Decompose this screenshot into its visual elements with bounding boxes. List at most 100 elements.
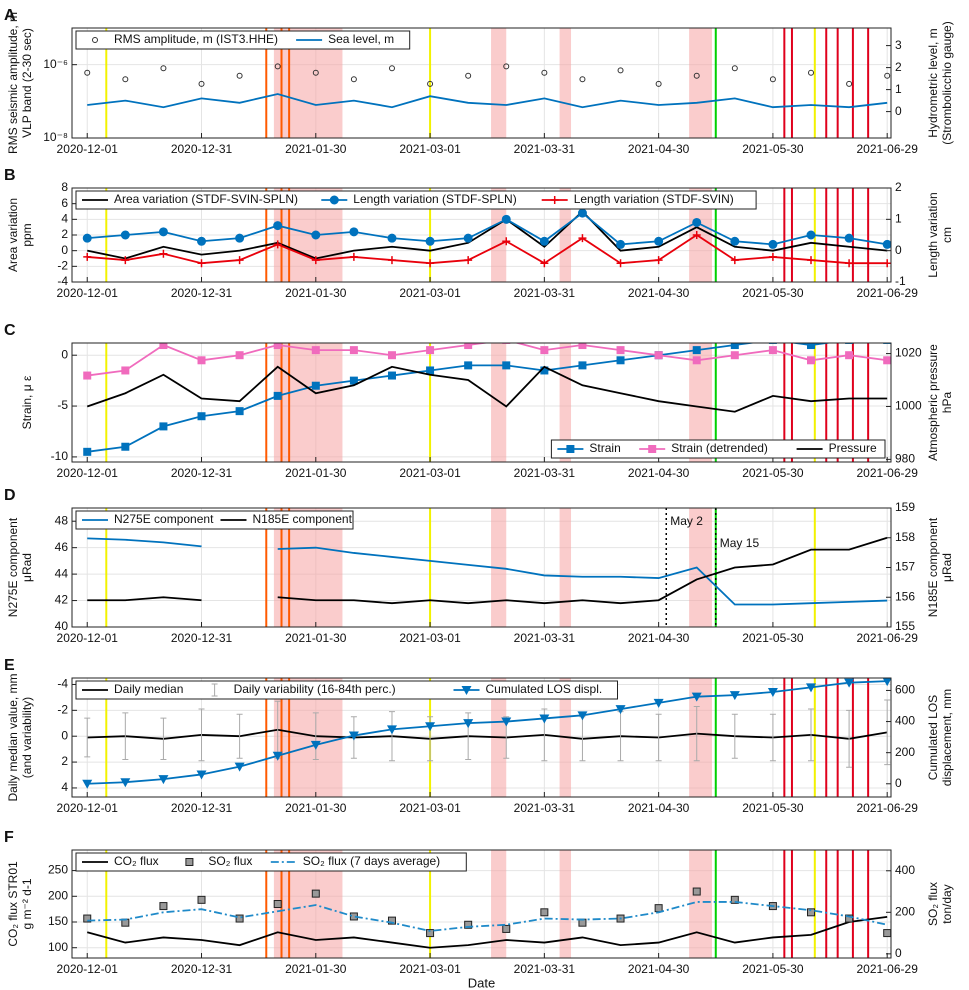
y2-tick-label: 1000 — [895, 399, 922, 413]
marker — [349, 376, 358, 385]
error-bar — [312, 712, 319, 760]
x-axis-label: Date — [468, 975, 495, 990]
y-tick-label: 10⁻⁶ — [43, 57, 68, 71]
marker — [768, 346, 777, 355]
y-tick-label: 2 — [61, 227, 68, 241]
event-span — [491, 28, 507, 138]
series-line — [87, 233, 888, 265]
marker — [388, 65, 395, 72]
x-tick-label: 2021-06-29 — [856, 962, 918, 976]
y2-tick-label: 158 — [895, 530, 915, 544]
marker — [616, 356, 625, 365]
marker — [426, 366, 435, 375]
marker — [185, 858, 194, 866]
plot-area — [72, 850, 891, 958]
marker — [464, 343, 473, 350]
marker — [845, 351, 854, 360]
marker — [159, 249, 168, 258]
y-tick-label: -2 — [57, 259, 68, 273]
x-tick-label: 2021-01-30 — [285, 142, 347, 156]
marker — [539, 236, 549, 246]
y2-axis-label: displacement, mm — [940, 689, 954, 786]
marker — [160, 65, 167, 72]
marker — [274, 63, 281, 70]
event-span — [689, 850, 712, 958]
y-tick-label: -5 — [57, 398, 68, 412]
event-span — [559, 28, 572, 138]
marker — [730, 895, 739, 904]
marker — [465, 72, 472, 79]
panel-label: E — [4, 657, 15, 674]
marker — [121, 256, 130, 265]
y-tick-label: 4 — [61, 212, 68, 226]
marker — [235, 256, 244, 265]
marker — [806, 683, 817, 693]
marker — [464, 361, 473, 370]
marker — [235, 407, 244, 416]
marker — [235, 233, 245, 243]
y-tick-label: 48 — [55, 513, 69, 527]
series-line — [87, 343, 834, 453]
marker — [883, 356, 891, 365]
marker — [578, 361, 587, 370]
series-line — [87, 211, 888, 246]
y-axis-label: Daily median value, mm — [6, 673, 20, 801]
legend-label: Strain (detrended) — [671, 441, 768, 455]
marker — [461, 686, 472, 695]
y-tick-label: 0 — [61, 728, 68, 742]
marker — [882, 239, 891, 249]
marker — [807, 343, 816, 350]
marker — [884, 72, 891, 79]
marker — [845, 343, 854, 344]
marker — [655, 80, 662, 87]
marker — [122, 76, 129, 83]
marker — [348, 731, 359, 741]
error-bar — [655, 713, 662, 762]
legend-label: N185E component — [253, 512, 353, 526]
marker — [501, 214, 511, 224]
marker — [463, 233, 473, 243]
plot-frame — [71, 342, 892, 463]
marker — [349, 346, 358, 355]
marker — [654, 351, 663, 360]
marker — [273, 343, 282, 350]
panel: D 2020-12-01 2020-12-31 2021-01-30 2021-03-0… — [4, 487, 954, 645]
x-tick-label: 2020-12-31 — [171, 962, 233, 976]
y2-axis-label: Cumulated LOS — [926, 695, 940, 780]
y-axis-label: ppm — [20, 223, 34, 246]
marker — [158, 227, 168, 237]
marker — [387, 916, 396, 925]
event-span — [689, 678, 712, 797]
y-axis-label: Strain, μ ε — [20, 375, 34, 429]
panel: F 2020-12-01 2020-12-31 2021-01-30 2021-03-0… — [4, 829, 954, 990]
x-tick-label: 2021-05-30 — [742, 286, 804, 300]
marker — [329, 195, 339, 205]
marker — [807, 256, 816, 265]
error-bar — [84, 717, 91, 758]
event-span — [273, 343, 343, 462]
marker — [503, 63, 510, 70]
y2-tick-label: 0 — [895, 243, 902, 257]
x-tick-label: 2021-03-31 — [514, 286, 576, 300]
y2-tick-label: 1 — [895, 212, 902, 226]
x-tick-label: 2021-06-29 — [856, 801, 918, 815]
x-tick-label: 2021-01-30 — [285, 286, 347, 300]
y2-tick-label: 2 — [895, 180, 902, 194]
x-tick-label: 2021-04-30 — [628, 466, 690, 480]
marker — [311, 346, 320, 355]
marker — [653, 698, 664, 708]
y-tick-label: 2 — [61, 754, 68, 768]
x-tick-label: 2021-03-31 — [514, 962, 576, 976]
x-tick-label: 2021-05-30 — [742, 466, 804, 480]
y-tick-label: -4 — [57, 274, 68, 288]
panel: B 2020-12-01 2020-12-31 2021-01-30 2021-03-0… — [4, 167, 954, 300]
marker — [648, 445, 657, 453]
marker — [501, 717, 512, 727]
marker — [767, 688, 778, 697]
x-tick-label: 2020-12-01 — [57, 962, 119, 976]
y-tick-label: -4 — [57, 677, 68, 691]
y2-tick-label: 200 — [895, 904, 915, 918]
marker — [806, 230, 816, 240]
marker — [539, 714, 550, 724]
y2-axis-label: Length variation — [926, 192, 940, 277]
